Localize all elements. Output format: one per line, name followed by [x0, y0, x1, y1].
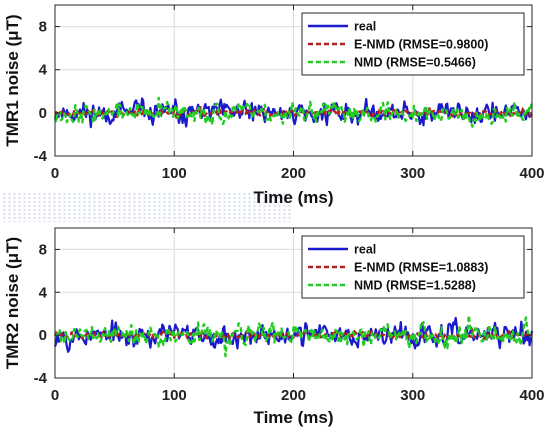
legend-label-2: E-NMD (RMSE=1.0883)	[354, 261, 488, 275]
legend-label-1: real	[354, 20, 376, 34]
y-tick-label-1: 0	[39, 105, 47, 122]
x-tick-label-0: 0	[51, 165, 59, 182]
y-axis-label: TMR1 noise (μT)	[3, 14, 22, 146]
y-tick-label-0: -4	[34, 148, 48, 165]
legend-box	[301, 12, 525, 76]
series-line-3	[53, 96, 534, 128]
series-line-3	[54, 314, 534, 358]
y-tick-label-3: 8	[39, 241, 47, 258]
scan-artifact	[2, 192, 292, 222]
y-tick-label-0: -4	[34, 370, 48, 387]
x-tick-label-2: 200	[281, 387, 306, 404]
y-tick-label-2: 4	[39, 62, 48, 79]
y-tick-label-2: 4	[39, 284, 48, 301]
legend-label-3: NMD (RMSE=1.5288)	[354, 279, 476, 293]
legend: real E-NMD (RMSE=1.0883) NMD (RMSE=1.5288)	[301, 235, 525, 299]
y-tick-label-3: 8	[39, 19, 47, 36]
series-group	[53, 96, 534, 129]
series-line-2	[54, 105, 534, 119]
legend-label-1: real	[354, 243, 376, 257]
x-tick-label-3: 300	[400, 387, 425, 404]
x-tick-label-0: 0	[51, 387, 59, 404]
x-tick-label-4: 400	[519, 387, 544, 404]
x-tick-label-1: 100	[162, 387, 187, 404]
x-axis-label: Time (ms)	[254, 408, 334, 427]
y-axis-label: TMR2 noise (μT)	[3, 237, 22, 369]
x-tick-label-4: 400	[519, 165, 544, 182]
y-tick-label-1: 0	[39, 327, 47, 344]
legend-label-3: NMD (RMSE=0.5466)	[354, 56, 476, 70]
x-tick-label-2: 200	[281, 165, 306, 182]
x-tick-label-3: 300	[400, 165, 425, 182]
legend-box	[301, 235, 525, 299]
legend: real E-NMD (RMSE=0.9800) NMD (RMSE=0.5466)	[301, 12, 525, 76]
series-group	[53, 314, 534, 358]
x-tick-label-1: 100	[162, 165, 187, 182]
legend-label-2: E-NMD (RMSE=0.9800)	[354, 38, 488, 52]
x-axis-label: Time (ms)	[254, 188, 334, 207]
